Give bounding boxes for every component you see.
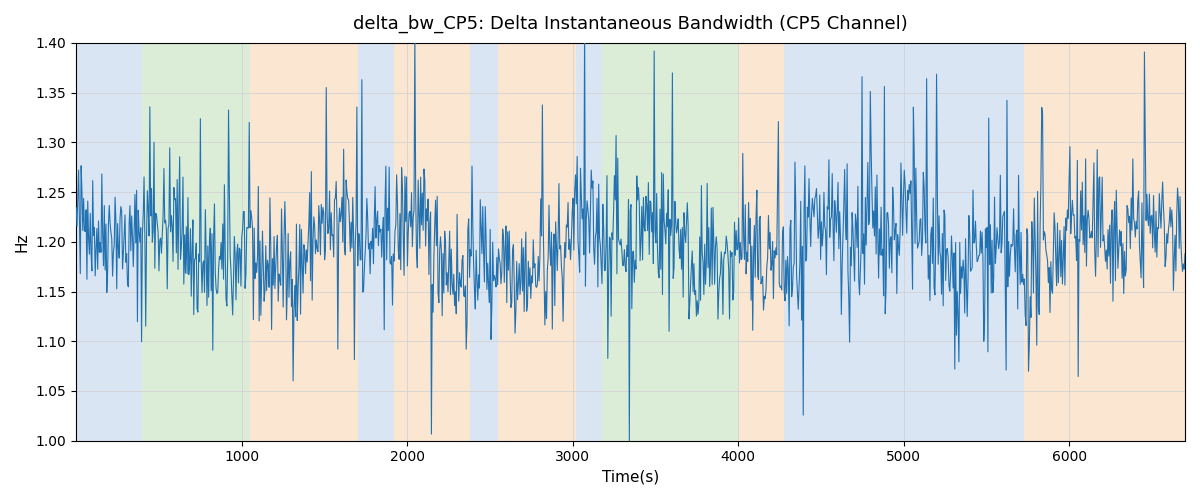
Bar [250,43,358,440]
Y-axis label: Hz: Hz [14,232,30,252]
Bar [394,43,470,440]
Bar [498,43,576,440]
Bar [785,43,1025,440]
Bar [143,43,250,440]
Bar [76,43,143,440]
Bar [1025,43,1186,440]
Bar [358,43,394,440]
X-axis label: Time(s): Time(s) [602,470,659,485]
Bar [602,43,738,440]
Title: delta_bw_CP5: Delta Instantaneous Bandwidth (CP5 Channel): delta_bw_CP5: Delta Instantaneous Bandwi… [353,15,908,34]
Bar [738,43,785,440]
Bar [470,43,498,440]
Bar [576,43,602,440]
